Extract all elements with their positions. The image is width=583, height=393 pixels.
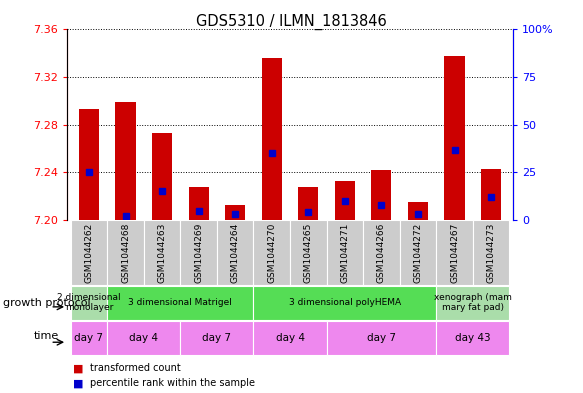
- Text: 3 dimensional Matrigel: 3 dimensional Matrigel: [128, 298, 232, 307]
- Bar: [225, 205, 245, 220]
- Text: GSM1044273: GSM1044273: [487, 222, 496, 283]
- Bar: [79, 109, 99, 220]
- Bar: [436, 286, 510, 320]
- Text: GSM1044271: GSM1044271: [340, 222, 349, 283]
- Bar: [473, 220, 510, 285]
- Bar: [363, 220, 400, 285]
- Bar: [115, 102, 136, 220]
- Bar: [180, 220, 217, 285]
- Text: day 4: day 4: [129, 333, 159, 343]
- Text: percentile rank within the sample: percentile rank within the sample: [90, 378, 255, 388]
- Text: GSM1044267: GSM1044267: [450, 222, 459, 283]
- Text: GSM1044265: GSM1044265: [304, 222, 313, 283]
- Text: GDS5310 / ILMN_1813846: GDS5310 / ILMN_1813846: [196, 14, 387, 30]
- Text: GSM1044268: GSM1044268: [121, 222, 130, 283]
- Text: day 43: day 43: [455, 333, 491, 343]
- Text: GSM1044263: GSM1044263: [157, 222, 167, 283]
- Text: day 4: day 4: [276, 333, 304, 343]
- Text: 2 dimensional
monolayer: 2 dimensional monolayer: [57, 293, 121, 312]
- Bar: [107, 321, 180, 355]
- Text: ■: ■: [73, 363, 83, 373]
- Text: xenograph (mam
mary fat pad): xenograph (mam mary fat pad): [434, 293, 512, 312]
- Bar: [444, 56, 465, 220]
- Bar: [188, 187, 209, 220]
- Text: GSM1044264: GSM1044264: [231, 222, 240, 283]
- Text: growth protocol: growth protocol: [3, 298, 90, 308]
- Text: day 7: day 7: [367, 333, 396, 343]
- Bar: [71, 321, 107, 355]
- Bar: [254, 321, 326, 355]
- Bar: [254, 286, 436, 320]
- Bar: [290, 220, 326, 285]
- Bar: [371, 170, 392, 220]
- Bar: [436, 220, 473, 285]
- Text: transformed count: transformed count: [90, 363, 181, 373]
- Bar: [436, 321, 510, 355]
- Bar: [298, 187, 318, 220]
- Bar: [408, 202, 428, 220]
- Bar: [481, 169, 501, 220]
- Bar: [262, 58, 282, 220]
- Text: GSM1044266: GSM1044266: [377, 222, 386, 283]
- Bar: [400, 220, 436, 285]
- Bar: [71, 286, 107, 320]
- Bar: [254, 220, 290, 285]
- Bar: [152, 133, 172, 220]
- Bar: [144, 220, 180, 285]
- Bar: [326, 220, 363, 285]
- Bar: [326, 321, 436, 355]
- Bar: [107, 286, 254, 320]
- Bar: [217, 220, 254, 285]
- Text: GSM1044272: GSM1044272: [413, 222, 423, 283]
- Text: day 7: day 7: [202, 333, 231, 343]
- Text: GSM1044270: GSM1044270: [267, 222, 276, 283]
- Bar: [335, 181, 355, 220]
- Text: day 7: day 7: [75, 333, 103, 343]
- Bar: [71, 220, 107, 285]
- Text: GSM1044269: GSM1044269: [194, 222, 203, 283]
- Text: GSM1044262: GSM1044262: [85, 222, 93, 283]
- Text: ■: ■: [73, 378, 83, 388]
- Bar: [107, 220, 144, 285]
- Bar: [180, 321, 254, 355]
- Text: 3 dimensional polyHEMA: 3 dimensional polyHEMA: [289, 298, 401, 307]
- Text: time: time: [34, 331, 59, 341]
